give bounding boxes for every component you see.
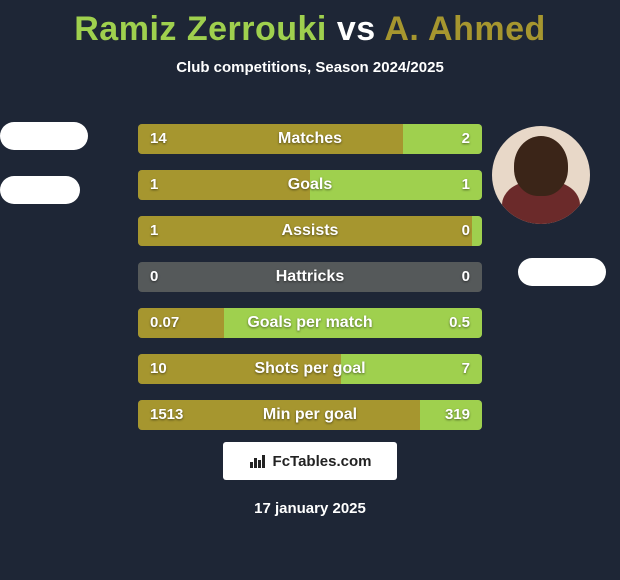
player2-club-badge: [518, 258, 606, 286]
page-title: Ramiz Zerrouki vs A. Ahmed: [0, 0, 620, 49]
player2-avatar: [492, 126, 590, 224]
stat-label: Goals: [138, 170, 482, 200]
subtitle: Club competitions, Season 2024/2025: [0, 59, 620, 76]
stat-row: 1513319Min per goal: [138, 400, 482, 430]
stat-row: 142Matches: [138, 124, 482, 154]
stat-row: 00Hattricks: [138, 262, 482, 292]
stat-row: 107Shots per goal: [138, 354, 482, 384]
stat-row: 10Assists: [138, 216, 482, 246]
footer-date: 17 january 2025: [0, 500, 620, 517]
stat-row: 0.070.5Goals per match: [138, 308, 482, 338]
stat-label: Goals per match: [138, 308, 482, 338]
stat-label: Matches: [138, 124, 482, 154]
brand-text: FcTables.com: [273, 453, 372, 470]
stat-label: Assists: [138, 216, 482, 246]
stats-table: 142Matches 11Goals 10Assists 00Hattricks 0.0…: [138, 124, 482, 446]
player1-nation-badge: [0, 176, 80, 204]
brand-logo[interactable]: FcTables.com: [223, 442, 397, 480]
title-player1: Ramiz Zerrouki: [74, 10, 327, 48]
title-vs: vs: [327, 10, 384, 48]
title-player2: A. Ahmed: [384, 10, 545, 48]
chart-icon: [249, 453, 267, 469]
stat-row: 11Goals: [138, 170, 482, 200]
stat-label: Shots per goal: [138, 354, 482, 384]
stat-label: Hattricks: [138, 262, 482, 292]
player1-club-badge: [0, 122, 88, 150]
stat-label: Min per goal: [138, 400, 482, 430]
